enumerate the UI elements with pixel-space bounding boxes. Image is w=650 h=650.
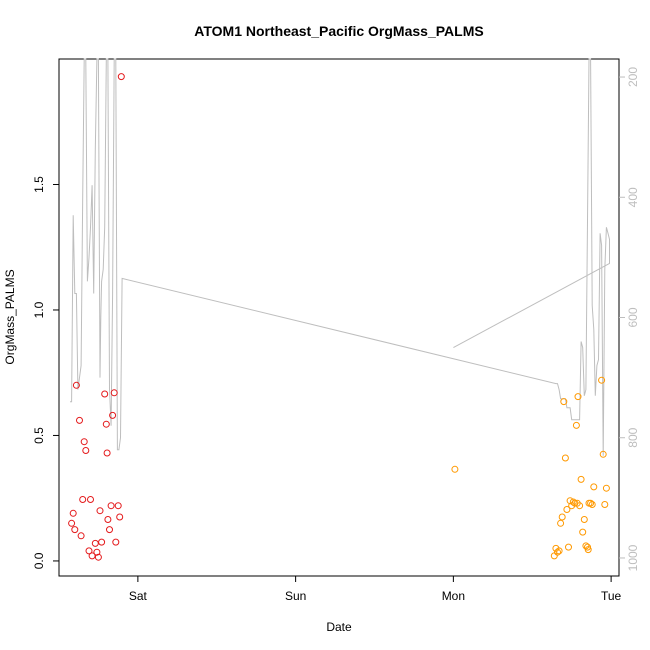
data-point-series-2 (572, 421, 580, 429)
data-point-series-2 (554, 548, 561, 556)
data-points-layer (68, 73, 610, 561)
y2-tick-label: 1000 (626, 544, 640, 571)
y-tick-label: 0.5 (32, 427, 46, 444)
data-point-series-2 (550, 552, 558, 560)
data-point-series-2 (588, 501, 596, 508)
data-point-series-1 (68, 519, 76, 527)
data-point-series-2 (599, 450, 607, 458)
data-point-series-2 (574, 393, 582, 401)
data-point-series-2 (555, 547, 563, 555)
data-point-series-2 (602, 484, 610, 492)
data-point-series-1 (114, 502, 122, 510)
x-tick-label: Sun (285, 589, 306, 603)
x-axis-label: Date (326, 620, 352, 634)
data-point-series-1 (94, 553, 102, 561)
data-point-series-1 (72, 381, 80, 389)
data-point-series-2 (569, 498, 577, 506)
data-point-series-2 (563, 506, 571, 513)
data-point-series-1 (80, 438, 88, 446)
data-point-series-2 (590, 483, 598, 491)
altitude-line-layer (70, 58, 610, 456)
data-point-series-1 (106, 526, 113, 534)
data-point-series-1 (88, 552, 96, 560)
data-point-series-1 (103, 449, 111, 457)
data-point-series-1 (76, 416, 83, 424)
data-point-series-2 (579, 528, 587, 536)
data-point-series-2 (560, 398, 568, 406)
data-point-series-1 (91, 539, 99, 547)
data-point-series-2 (577, 475, 585, 483)
data-point-series-1 (104, 516, 112, 523)
data-point-series-2 (584, 546, 592, 554)
data-point-series-1 (116, 513, 124, 521)
y2-axis: 200 400 600 800 1000 (619, 67, 640, 571)
data-point-series-1 (101, 390, 109, 398)
x-tick-label: Tue (601, 589, 622, 603)
altitude-line (70, 58, 610, 456)
data-point-series-1 (109, 411, 117, 419)
data-point-series-2 (582, 542, 590, 550)
y2-tick-label: 600 (626, 307, 640, 327)
data-point-series-2 (598, 376, 606, 384)
data-point-series-1 (96, 507, 104, 515)
data-point-series-2 (557, 519, 565, 527)
y-tick-label: 1.5 (32, 176, 46, 193)
data-point-series-2 (451, 465, 459, 473)
x-axis: Sat Sun Mon Tue (129, 575, 622, 603)
data-point-series-2 (565, 543, 572, 551)
data-point-series-1 (112, 538, 120, 546)
y-axis-label: OrgMass_PALMS (3, 269, 17, 364)
data-point-series-1 (93, 548, 101, 556)
y-tick-label: 0.0 (32, 552, 46, 569)
x-tick-label: Sat (129, 589, 148, 603)
plot-frame (58, 58, 620, 577)
data-point-series-1 (85, 547, 93, 555)
data-point-series-1 (82, 447, 90, 454)
data-point-series-2 (576, 502, 584, 510)
y2-tick-label: 200 (626, 67, 640, 87)
y-axis: 0.0 0.5 1.0 1.5 (32, 176, 59, 569)
chart-title: ATOM1 Northeast_Pacific OrgMass_PALMS (194, 23, 483, 39)
data-point-series-1 (71, 526, 79, 534)
data-point-series-1 (69, 509, 77, 517)
data-point-series-2 (561, 454, 569, 462)
x-tick-label: Mon (442, 589, 465, 603)
data-point-series-2 (601, 501, 609, 508)
data-point-series-1 (77, 532, 85, 540)
data-point-series-2 (558, 513, 566, 521)
data-point-series-2 (587, 499, 595, 507)
data-point-series-1 (102, 420, 110, 428)
data-point-series-1 (110, 389, 118, 397)
data-point-series-1 (117, 73, 125, 81)
data-point-series-1 (107, 502, 115, 510)
y2-tick-label: 400 (626, 187, 640, 207)
data-point-series-2 (580, 516, 588, 523)
data-point-series-1 (87, 496, 94, 503)
data-point-series-1 (79, 496, 87, 503)
y-tick-label: 1.0 (32, 301, 46, 318)
y2-tick-label: 800 (626, 427, 640, 447)
data-point-series-1 (98, 538, 106, 546)
